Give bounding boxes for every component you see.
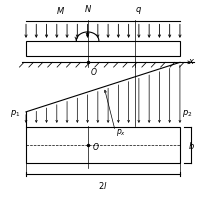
Text: $M$: $M$ — [56, 5, 65, 16]
Text: $O$: $O$ — [92, 141, 99, 152]
Bar — [26, 41, 180, 56]
Text: $p_x$: $p_x$ — [116, 127, 126, 138]
Bar — [26, 127, 180, 163]
Text: $q$: $q$ — [135, 5, 142, 16]
Text: $O$: $O$ — [90, 66, 97, 76]
Text: $b$: $b$ — [188, 140, 195, 151]
Text: $2l$: $2l$ — [98, 180, 108, 191]
Text: $x$: $x$ — [188, 57, 195, 66]
Text: $p_1$: $p_1$ — [10, 109, 20, 120]
Text: $p_2$: $p_2$ — [182, 109, 192, 120]
Text: $N$: $N$ — [84, 3, 92, 14]
